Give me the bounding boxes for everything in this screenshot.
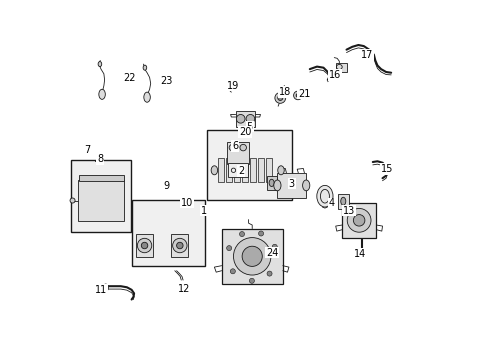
- Text: 7: 7: [85, 145, 91, 155]
- Circle shape: [347, 208, 371, 232]
- Circle shape: [230, 269, 235, 274]
- Circle shape: [275, 93, 286, 103]
- Ellipse shape: [240, 144, 246, 151]
- Circle shape: [240, 231, 245, 237]
- Text: 9: 9: [164, 181, 170, 192]
- Bar: [234, 158, 240, 182]
- Ellipse shape: [317, 185, 333, 207]
- Circle shape: [267, 271, 272, 276]
- Text: 14: 14: [354, 249, 367, 259]
- Bar: [228, 163, 247, 177]
- Text: 13: 13: [343, 206, 356, 216]
- Ellipse shape: [341, 197, 346, 205]
- Circle shape: [278, 95, 283, 100]
- Text: 16: 16: [329, 70, 341, 80]
- Ellipse shape: [229, 144, 236, 151]
- Bar: [266, 158, 272, 182]
- Text: 1: 1: [200, 206, 207, 216]
- Text: 5: 5: [246, 122, 253, 132]
- Bar: [229, 80, 235, 84]
- Ellipse shape: [303, 180, 310, 191]
- Ellipse shape: [278, 166, 284, 175]
- Bar: [171, 234, 189, 257]
- Text: 19: 19: [227, 81, 240, 91]
- Circle shape: [70, 198, 75, 203]
- Text: 6: 6: [232, 141, 238, 151]
- Circle shape: [242, 246, 262, 266]
- Bar: [242, 158, 248, 182]
- Circle shape: [296, 94, 300, 97]
- Bar: [338, 194, 349, 209]
- Ellipse shape: [144, 92, 150, 102]
- Circle shape: [141, 242, 148, 249]
- Circle shape: [259, 231, 264, 236]
- Text: 17: 17: [361, 50, 373, 60]
- Bar: [207, 130, 292, 200]
- Text: 15: 15: [381, 164, 393, 174]
- Bar: [236, 111, 255, 127]
- Bar: [132, 200, 205, 266]
- Circle shape: [272, 244, 277, 249]
- Ellipse shape: [99, 89, 105, 99]
- Text: 20: 20: [239, 127, 251, 137]
- Circle shape: [137, 238, 152, 253]
- Circle shape: [233, 238, 271, 275]
- Circle shape: [358, 248, 366, 256]
- Bar: [78, 180, 124, 221]
- Bar: [250, 158, 256, 182]
- Bar: [72, 160, 131, 232]
- Bar: [227, 142, 248, 164]
- Bar: [336, 63, 346, 72]
- Text: 21: 21: [298, 89, 311, 99]
- Text: 2: 2: [238, 166, 245, 176]
- Text: 8: 8: [97, 154, 103, 165]
- Bar: [226, 158, 232, 182]
- Circle shape: [294, 91, 302, 100]
- Circle shape: [172, 238, 187, 253]
- Text: 18: 18: [279, 87, 292, 97]
- Circle shape: [246, 114, 255, 123]
- Bar: [267, 176, 277, 190]
- Circle shape: [176, 242, 183, 249]
- Bar: [136, 234, 153, 257]
- Text: 22: 22: [123, 73, 136, 84]
- Ellipse shape: [103, 284, 108, 291]
- Circle shape: [236, 114, 245, 123]
- Circle shape: [353, 215, 365, 226]
- Bar: [218, 158, 224, 182]
- Bar: [277, 173, 306, 198]
- Text: 10: 10: [180, 198, 193, 208]
- Ellipse shape: [274, 180, 281, 191]
- Circle shape: [226, 246, 232, 251]
- Circle shape: [249, 278, 254, 283]
- Bar: [258, 158, 264, 182]
- Text: 3: 3: [289, 179, 295, 189]
- Bar: [79, 175, 123, 181]
- Text: 12: 12: [177, 284, 190, 294]
- Text: 24: 24: [266, 248, 278, 258]
- Ellipse shape: [211, 166, 218, 175]
- Text: 11: 11: [95, 285, 107, 295]
- Bar: [221, 229, 283, 284]
- Text: 4: 4: [329, 198, 335, 208]
- Ellipse shape: [269, 179, 274, 186]
- Ellipse shape: [143, 65, 147, 70]
- Bar: [342, 203, 376, 238]
- Text: 23: 23: [160, 76, 172, 86]
- Ellipse shape: [98, 62, 102, 67]
